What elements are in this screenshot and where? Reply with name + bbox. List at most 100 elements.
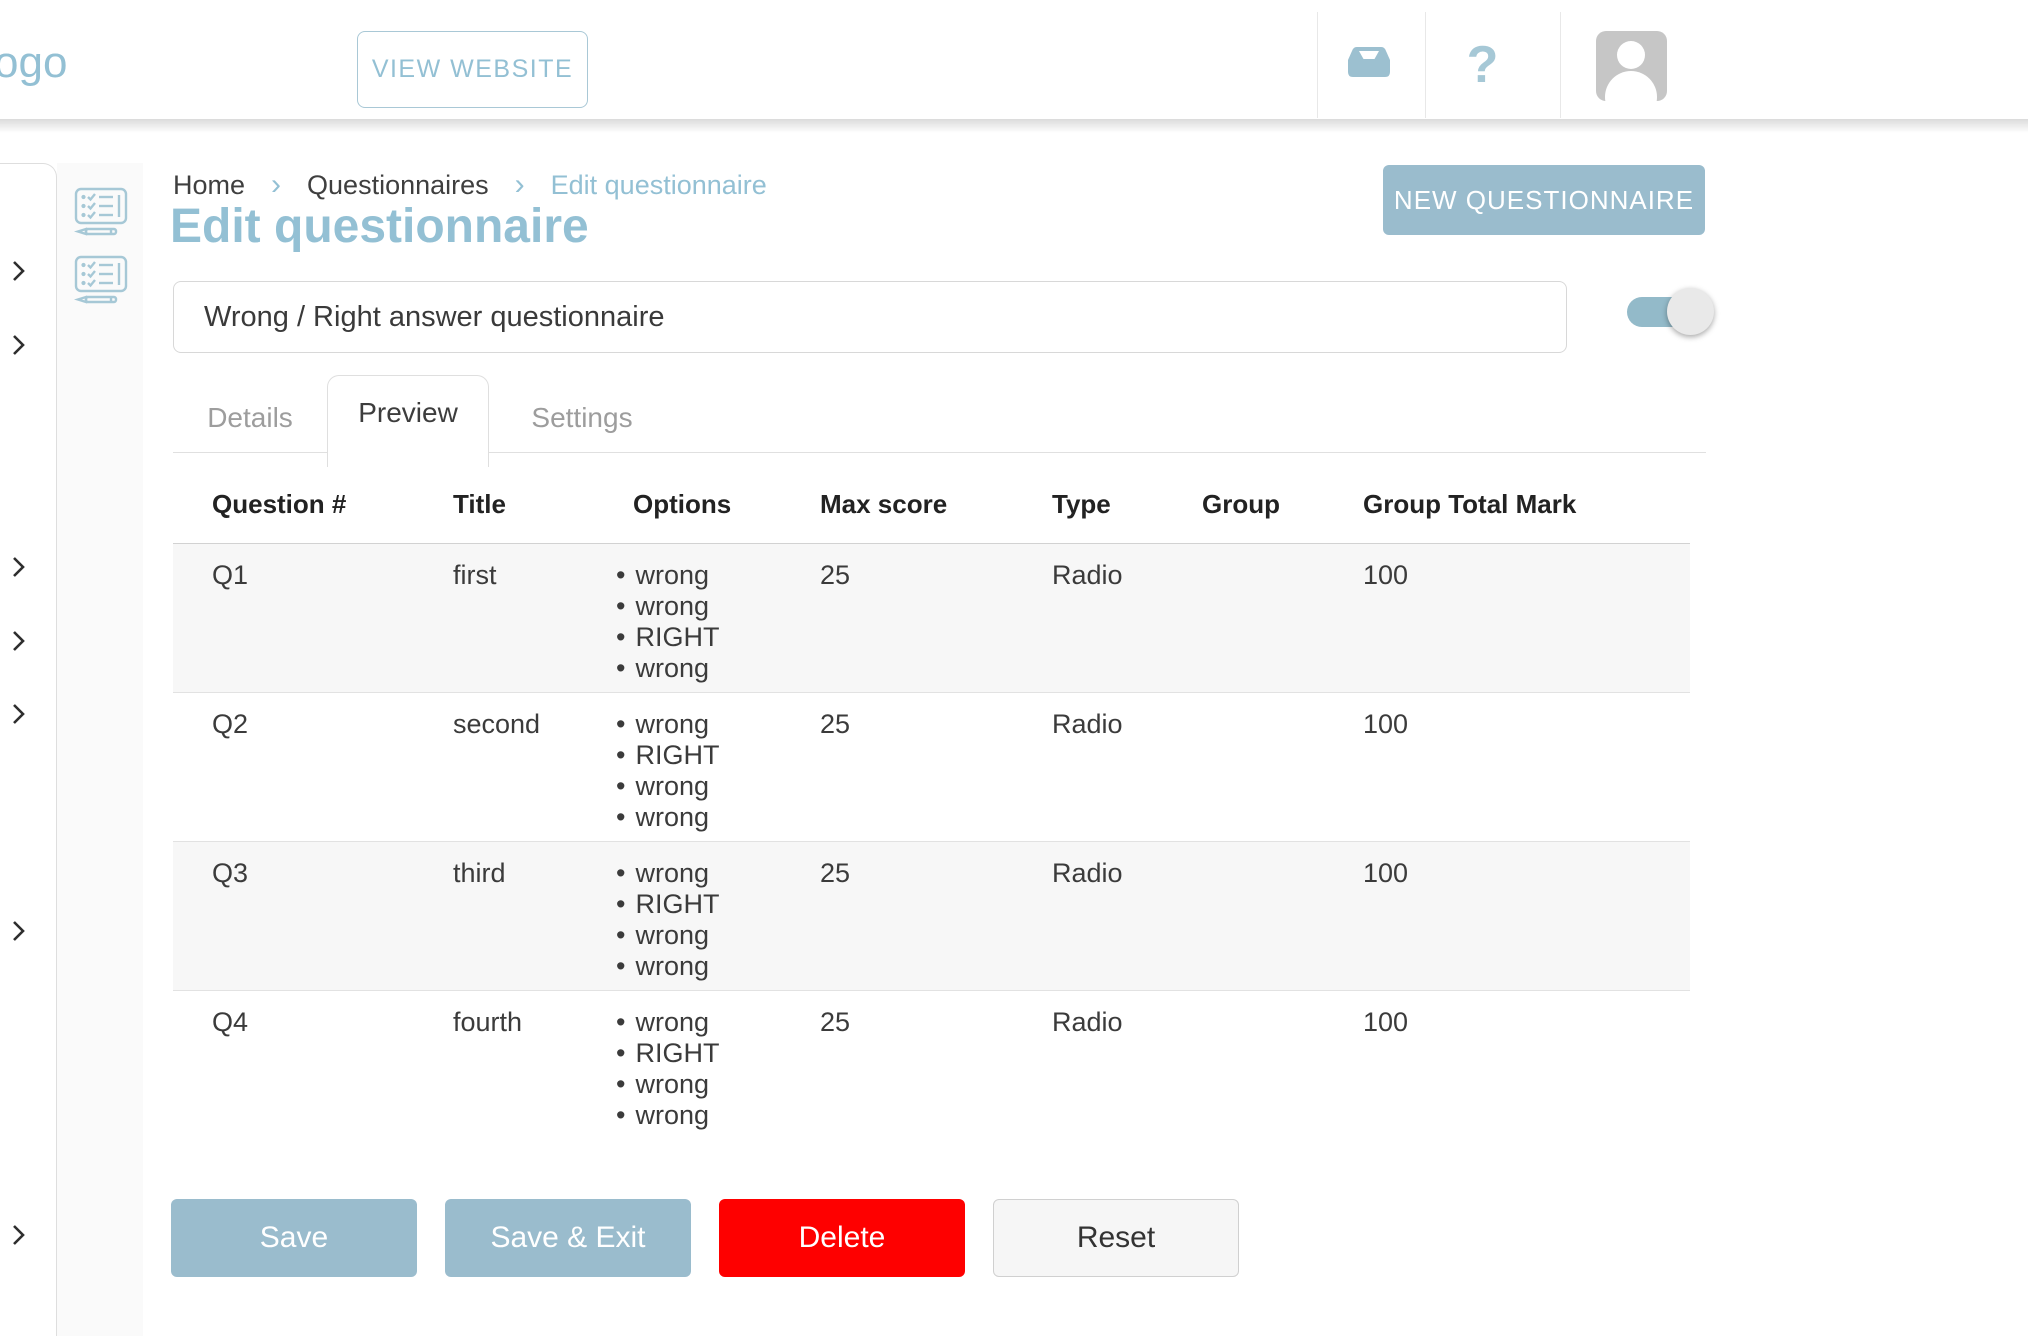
- save-exit-button[interactable]: Save & Exit: [445, 1199, 691, 1277]
- questions-table: Question # Title Options Max score Type Group…: [173, 452, 1690, 1139]
- question-number-cell: Q1: [212, 560, 249, 590]
- column-header: Question #: [173, 452, 453, 544]
- sidebar-expand-chevron-icon[interactable]: [8, 1223, 30, 1247]
- question-number-cell: Q3: [212, 858, 249, 888]
- title-cell: third: [453, 858, 506, 888]
- option-item: RIGHT: [616, 889, 803, 920]
- help-button[interactable]: ?: [1455, 34, 1510, 96]
- option-item: RIGHT: [616, 1038, 803, 1069]
- top-bar: ogo VIEW WEBSITE ?: [0, 0, 2028, 119]
- option-item: wrong: [616, 591, 803, 622]
- table-row: Q2secondwrongRIGHTwrongwrong25Radio100: [173, 693, 1690, 842]
- max-score-cell: 25: [820, 560, 851, 590]
- inbox-icon: [1346, 47, 1392, 81]
- sidebar-expand-chevron-icon[interactable]: [8, 259, 30, 283]
- type-cell: Radio: [1052, 1007, 1123, 1037]
- tab-details[interactable]: Details: [173, 383, 327, 452]
- option-item: wrong: [616, 951, 803, 982]
- group-cell: [1202, 842, 1363, 991]
- title-cell: first: [453, 560, 497, 590]
- breadcrumb: Home › Questionnaires › Edit questionnaire: [173, 168, 767, 202]
- option-item: wrong: [616, 771, 803, 802]
- table-row: Q4fourthwrongRIGHTwrongwrong25Radio100: [173, 991, 1690, 1140]
- group-total-mark-cell: 100: [1363, 709, 1409, 739]
- questionnaire-menu-icon[interactable]: [73, 254, 129, 308]
- save-button[interactable]: Save: [171, 1199, 417, 1277]
- page-title: Edit questionnaire: [170, 200, 589, 253]
- sidebar-icon-strip: [57, 163, 143, 1336]
- table-header: Question # Title Options Max score Type Group…: [173, 452, 1690, 544]
- type-cell: Radio: [1052, 560, 1123, 590]
- option-item: RIGHT: [616, 740, 803, 771]
- question-number-cell: Q4: [212, 1007, 249, 1037]
- new-questionnaire-button[interactable]: NEW QUESTIONNAIRE: [1383, 165, 1705, 235]
- max-score-cell: 25: [820, 709, 851, 739]
- column-header: Options: [633, 452, 820, 544]
- active-toggle[interactable]: [1627, 288, 1714, 335]
- reset-button[interactable]: Reset: [993, 1199, 1239, 1277]
- options-cell: wrongRIGHTwrongwrong: [633, 991, 820, 1140]
- header-divider: [1425, 12, 1426, 118]
- tab-settings[interactable]: Settings: [489, 383, 675, 452]
- sidebar-expand-chevron-icon[interactable]: [8, 702, 30, 726]
- sidebar-expand-chevron-icon[interactable]: [8, 629, 30, 653]
- group-cell: [1202, 693, 1363, 842]
- options-cell: wrongwrongRIGHTwrong: [633, 544, 820, 693]
- column-header: Group: [1202, 452, 1363, 544]
- max-score-cell: 25: [820, 858, 851, 888]
- title-cell: fourth: [453, 1007, 523, 1037]
- header-divider: [1560, 12, 1561, 118]
- options-cell: wrongRIGHTwrongwrong: [633, 842, 820, 991]
- toggle-knob: [1667, 288, 1714, 335]
- option-item: wrong: [616, 858, 803, 889]
- tabs-underline: [173, 452, 1706, 453]
- breadcrumb-item[interactable]: Questionnaires: [307, 169, 489, 200]
- header-divider: [1317, 12, 1318, 118]
- column-header: Title: [453, 452, 633, 544]
- delete-button[interactable]: Delete: [719, 1199, 965, 1277]
- questionnaire-menu-icon[interactable]: [73, 186, 129, 240]
- sidebar-expand-chevron-icon[interactable]: [8, 555, 30, 579]
- table-row: Q3thirdwrongRIGHTwrongwrong25Radio100: [173, 841, 1690, 991]
- option-item: wrong: [616, 920, 803, 951]
- max-score-cell: 25: [820, 1007, 851, 1037]
- logo: ogo: [0, 38, 68, 87]
- title-cell: second: [453, 709, 541, 739]
- table-row: Q1 first wrongwrongRIGHTwrong25 Radio 100: [173, 543, 1690, 693]
- type-cell: Radio: [1052, 858, 1123, 888]
- column-header: Type: [1052, 452, 1202, 544]
- header-shadow: [0, 119, 2028, 133]
- group-total-mark-cell: 100: [1363, 858, 1409, 888]
- person-icon: [1596, 41, 1667, 101]
- sidebar-expand-chevron-icon[interactable]: [8, 333, 30, 357]
- option-item: wrong: [616, 1100, 803, 1131]
- inbox-button[interactable]: [1345, 44, 1393, 80]
- breadcrumb-item[interactable]: Home: [173, 169, 246, 200]
- sidebar-expand-chevron-icon[interactable]: [8, 919, 30, 943]
- option-item: wrong: [616, 709, 803, 740]
- question-mark-icon: ?: [1466, 36, 1499, 94]
- group-total-mark-cell: 100: [1363, 1007, 1409, 1037]
- tab-preview[interactable]: Preview: [327, 375, 489, 467]
- column-header: Max score: [820, 452, 1052, 544]
- view-website-button[interactable]: VIEW WEBSITE: [357, 31, 588, 108]
- type-cell: Radio: [1052, 709, 1123, 739]
- group-total-mark-cell: 100: [1363, 560, 1409, 590]
- column-header: Group Total Mark: [1363, 452, 1690, 544]
- question-number-cell: Q2: [212, 709, 249, 739]
- breadcrumb-separator-icon: ›: [271, 168, 282, 201]
- breadcrumb-separator-icon: ›: [514, 168, 525, 201]
- option-item: wrong: [616, 560, 803, 591]
- avatar[interactable]: [1596, 31, 1667, 101]
- options-cell: wrongRIGHTwrongwrong: [633, 693, 820, 842]
- option-item: wrong: [616, 1069, 803, 1100]
- sidebar-rail: [0, 163, 57, 1336]
- option-item: wrong: [616, 802, 803, 833]
- questionnaire-name-input[interactable]: [173, 281, 1567, 353]
- breadcrumb-item: Edit questionnaire: [550, 169, 767, 200]
- option-item: wrong: [616, 1007, 803, 1038]
- action-buttons: Save Save & Exit Delete Reset: [171, 1199, 1239, 1277]
- option-item: RIGHT: [616, 622, 803, 653]
- group-cell: [1202, 991, 1363, 1140]
